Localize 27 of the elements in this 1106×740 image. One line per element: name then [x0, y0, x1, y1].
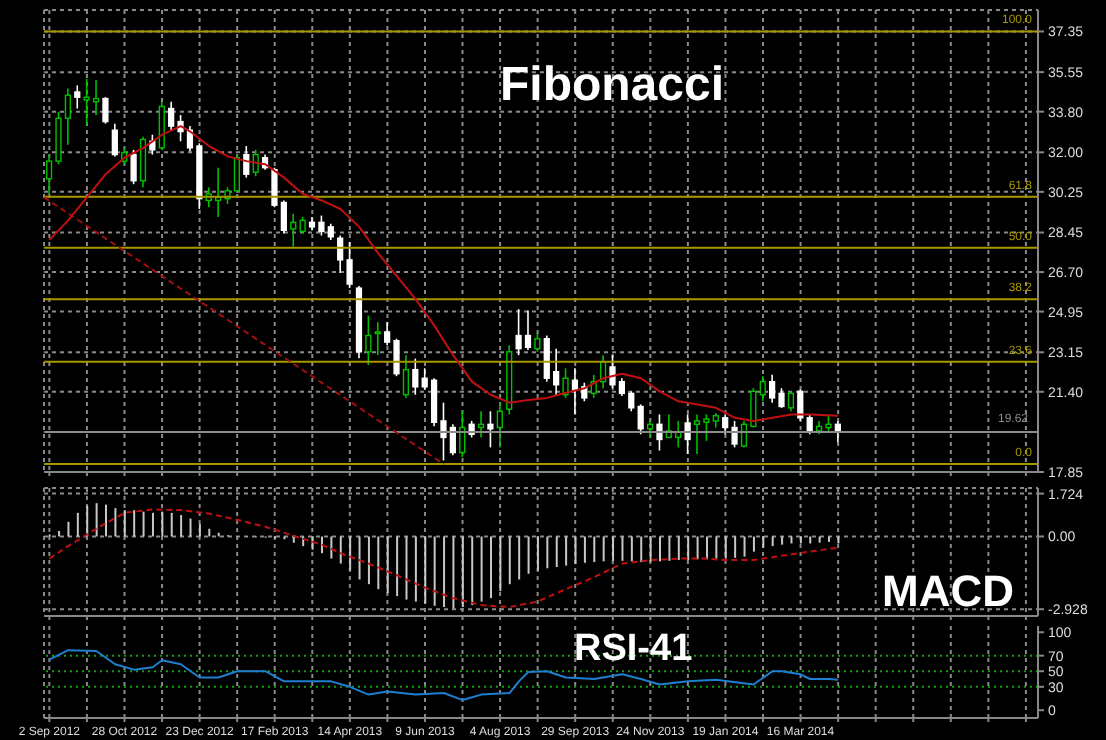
candlestick [130, 149, 137, 185]
candlestick [477, 410, 485, 439]
candlestick [402, 354, 410, 399]
candlestick [637, 403, 644, 436]
candlestick [149, 133, 156, 156]
candlestick [139, 135, 147, 189]
candlestick [290, 212, 297, 248]
line-series [48, 508, 840, 609]
candlestick [365, 314, 372, 366]
candlestick [412, 357, 419, 396]
candlestick [562, 367, 569, 399]
candlestick [74, 84, 81, 110]
candlestick [759, 375, 766, 403]
candlestick [496, 401, 503, 449]
candlestick [806, 413, 813, 436]
candlestick [787, 390, 795, 413]
candlestick [111, 122, 118, 158]
chart-title: RSI-41 [574, 628, 693, 670]
text: MACD [882, 566, 1014, 616]
candlestick [656, 413, 663, 452]
candlestick [374, 321, 381, 356]
candlestick [487, 410, 494, 449]
text: Fibonacci [500, 58, 725, 112]
candlestick [158, 100, 165, 151]
candlestick [92, 79, 100, 116]
candlestick [534, 331, 541, 353]
candlestick [102, 96, 109, 125]
